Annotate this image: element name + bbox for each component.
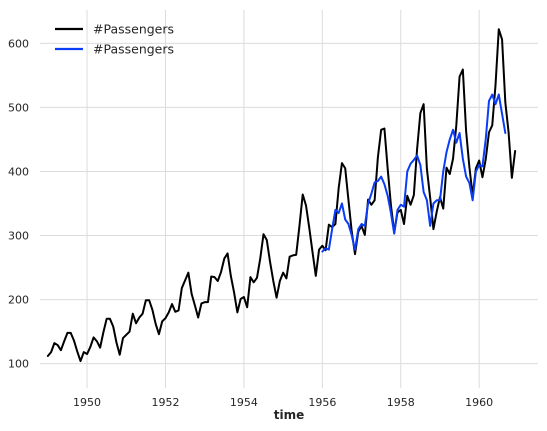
legend: #Passengers #Passengers — [55, 22, 174, 57]
legend-label: #Passengers — [93, 42, 174, 57]
x-tick-label: 1960 — [465, 396, 493, 409]
y-tick-label: 400 — [8, 165, 29, 178]
y-tick-label: 100 — [8, 358, 29, 371]
series-lines — [46, 28, 517, 363]
x-tick-label: 1954 — [230, 396, 258, 409]
x-axis-label: time — [274, 408, 305, 422]
x-tick-label: 1958 — [387, 396, 415, 409]
y-axis-ticks: 100 200 300 400 500 600 — [8, 37, 29, 370]
y-tick-label: 600 — [8, 37, 29, 50]
legend-entry: #Passengers — [55, 22, 174, 37]
x-axis-ticks: 1950 1952 1954 1956 1958 1960 — [73, 396, 493, 409]
y-tick-label: 500 — [8, 101, 29, 114]
x-tick-label: 1956 — [308, 396, 336, 409]
y-tick-label: 300 — [8, 230, 29, 243]
series-line-1 — [46, 28, 517, 363]
y-tick-label: 200 — [8, 294, 29, 307]
x-tick-label: 1950 — [73, 396, 101, 409]
x-tick-label: 1952 — [151, 396, 179, 409]
legend-entry: #Passengers — [55, 42, 174, 57]
legend-label: #Passengers — [93, 22, 174, 37]
grid — [40, 10, 538, 388]
series-line-2 — [321, 93, 507, 253]
